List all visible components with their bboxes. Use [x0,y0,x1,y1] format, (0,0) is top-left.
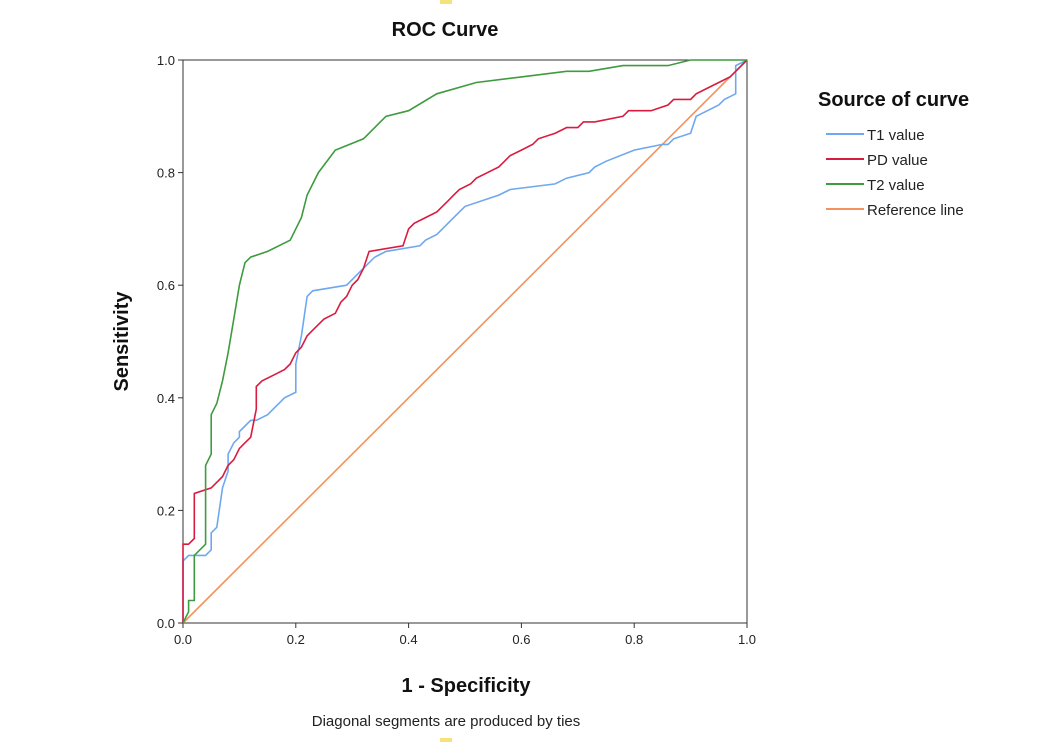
x-axis-ticks: 0.0 0.2 0.4 0.6 0.8 1.0 [174,623,756,647]
x-tick-label: 0.0 [174,632,192,647]
y-axis-ticks: 0.0 0.2 0.4 0.6 0.8 1.0 [157,53,183,631]
legend-label-t2-value: T2 value [867,177,925,194]
chart-title: ROC Curve [392,19,499,41]
legend-label-t1-value: T1 value [867,127,925,144]
y-tick-label: 0.0 [157,616,175,631]
top-marker [440,0,452,4]
series-line-reference-line [182,59,748,624]
x-axis-title: 1 - Specificity [402,675,532,697]
y-tick-label: 0.6 [157,278,175,293]
y-tick-label: 0.4 [157,391,175,406]
series-line-pd-value [182,59,748,623]
y-tick-label: 0.2 [157,503,175,518]
chart-footnote: Diagonal segments are produced by ties [312,713,581,730]
x-tick-label: 0.6 [512,632,530,647]
legend-label-pd-value: PD value [867,152,928,169]
legend-items: T1 value PD value T2 value Reference line [826,127,964,219]
bottom-marker [440,738,452,742]
y-tick-label: 1.0 [157,53,175,68]
series-layer [182,59,748,624]
legend-title: Source of curve [818,89,969,111]
x-tick-label: 0.8 [625,632,643,647]
x-tick-label: 0.2 [287,632,305,647]
y-tick-label: 0.8 [157,166,175,181]
y-axis-title: Sensitivity [111,291,133,392]
legend-label-reference-line: Reference line [867,202,964,219]
legend: Source of curve T1 value PD value T2 value… [818,89,969,219]
x-tick-label: 0.4 [400,632,418,647]
x-tick-label: 1.0 [738,632,756,647]
series-line-t2-value [182,59,747,624]
